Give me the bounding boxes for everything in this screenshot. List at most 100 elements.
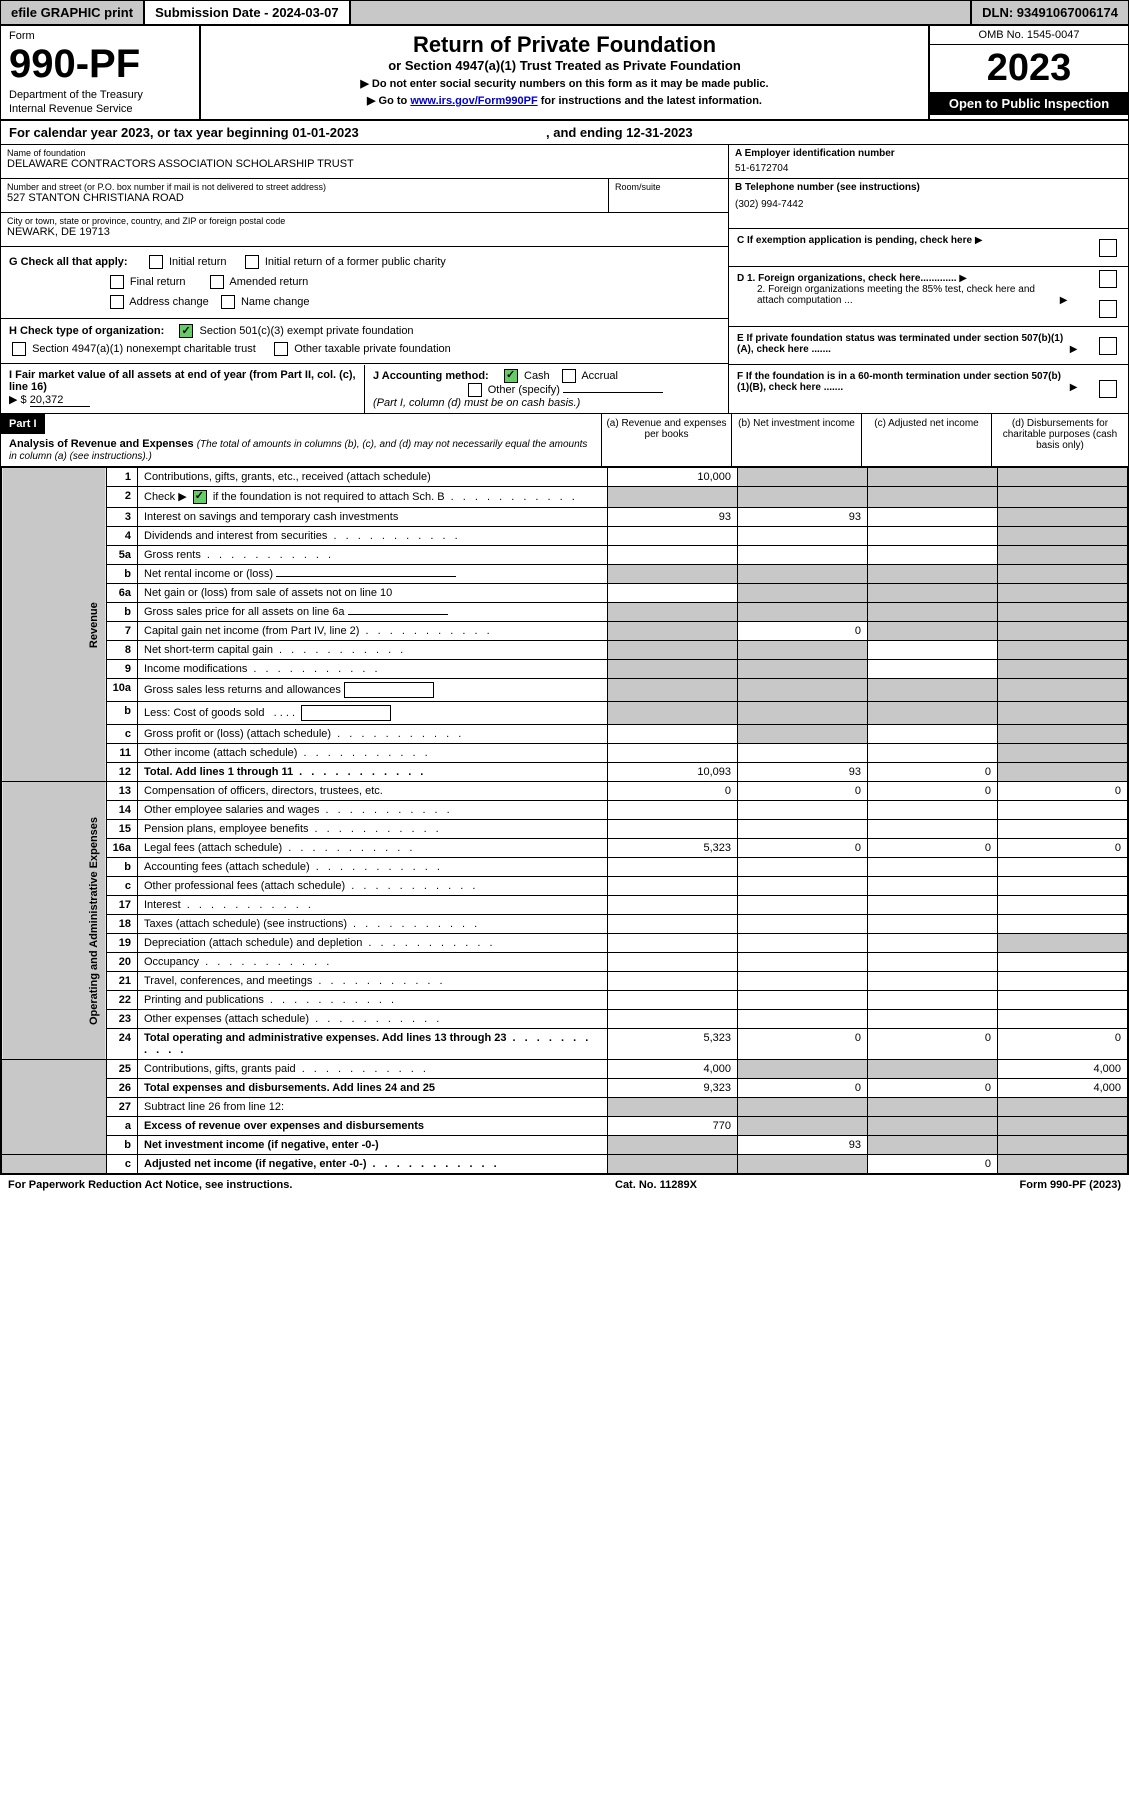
table-row: Revenue 1 Contributions, gifts, grants, … <box>2 468 1128 487</box>
table-row: bLess: Cost of goods sold . . . . <box>2 702 1128 725</box>
part-1-header: Part I Analysis of Revenue and Expenses … <box>1 414 1128 467</box>
g-opt-3: Amended return <box>229 276 308 288</box>
g-opt-1: Initial return of a former public charit… <box>265 256 446 268</box>
g-label: G Check all that apply: <box>9 256 128 268</box>
4947a1-checkbox[interactable] <box>12 342 26 356</box>
table-row: 24Total operating and administrative exp… <box>2 1029 1128 1060</box>
fmv-value: 20,372 <box>30 394 90 407</box>
city-state-zip: NEWARK, DE 19713 <box>7 226 722 238</box>
g-opt-0: Initial return <box>169 256 226 268</box>
g-opt-2: Final return <box>130 276 186 288</box>
table-row: 21Travel, conferences, and meetings <box>2 972 1128 991</box>
expenses-label: Operating and Administrative Expenses <box>2 782 107 1060</box>
table-row: 23Other expenses (attach schedule) <box>2 1010 1128 1029</box>
omb-number: OMB No. 1545-0047 <box>930 26 1128 45</box>
footer-right: Form 990-PF (2023) <box>1020 1179 1121 1191</box>
table-row: bNet rental income or (loss) <box>2 565 1128 584</box>
table-row: bGross sales price for all assets on lin… <box>2 603 1128 622</box>
foundation-info: Name of foundation DELAWARE CONTRACTORS … <box>1 145 1128 365</box>
revenue-label: Revenue <box>2 468 107 782</box>
table-row: 18Taxes (attach schedule) (see instructi… <box>2 915 1128 934</box>
name-label: Name of foundation <box>7 148 722 158</box>
foreign-org-checkbox[interactable] <box>1099 270 1117 288</box>
table-row: 3Interest on savings and temporary cash … <box>2 508 1128 527</box>
table-row: bNet investment income (if negative, ent… <box>2 1136 1128 1155</box>
h-opt-2: Other taxable private foundation <box>294 343 451 355</box>
501c3-checkbox[interactable] <box>179 324 193 338</box>
initial-return-checkbox[interactable] <box>149 255 163 269</box>
table-row: Operating and Administrative Expenses 13… <box>2 782 1128 801</box>
status-terminated-checkbox[interactable] <box>1099 337 1117 355</box>
table-row: cOther professional fees (attach schedul… <box>2 877 1128 896</box>
tax-year: 2023 <box>930 45 1128 92</box>
col-d-header: (d) Disbursements for charitable purpose… <box>991 414 1128 466</box>
open-public: Open to Public Inspection <box>930 92 1128 115</box>
instr2-post: for instructions and the latest informat… <box>538 95 762 107</box>
submission-date: Submission Date - 2024-03-07 <box>145 1 351 24</box>
table-row: bAccounting fees (attach schedule) <box>2 858 1128 877</box>
phone-label: B Telephone number (see instructions) <box>735 182 1122 193</box>
table-row: cGross profit or (loss) (attach schedule… <box>2 725 1128 744</box>
cal-year-begin: For calendar year 2023, or tax year begi… <box>9 125 359 140</box>
phone-value: (302) 994-7442 <box>735 199 1122 210</box>
table-row: 20Occupancy <box>2 953 1128 972</box>
table-row: 9Income modifications <box>2 660 1128 679</box>
table-row: 16aLegal fees (attach schedule)5,323000 <box>2 839 1128 858</box>
col-b-header: (b) Net investment income <box>731 414 861 466</box>
j-note: (Part I, column (d) must be on cash basi… <box>373 397 580 409</box>
final-return-checkbox[interactable] <box>110 275 124 289</box>
form-subtitle: or Section 4947(a)(1) Trust Treated as P… <box>221 58 908 73</box>
other-method-checkbox[interactable] <box>468 383 482 397</box>
col-c-header: (c) Adjusted net income <box>861 414 991 466</box>
street-address: 527 STANTON CHRISTIANA ROAD <box>7 192 602 204</box>
d2-label: 2. Foreign organizations meeting the 85%… <box>737 284 1057 306</box>
table-row: 7Capital gain net income (from Part IV, … <box>2 622 1128 641</box>
col-a-header: (a) Revenue and expenses per books <box>601 414 731 466</box>
schb-checkbox[interactable] <box>193 490 207 504</box>
foreign-85-checkbox[interactable] <box>1099 300 1117 318</box>
name-change-checkbox[interactable] <box>221 295 235 309</box>
section-g: G Check all that apply: Initial return I… <box>1 247 728 319</box>
section-h: H Check type of organization: Section 50… <box>1 319 728 363</box>
table-row: 25Contributions, gifts, grants paid4,000… <box>2 1060 1128 1079</box>
revenue-expense-table: Revenue 1 Contributions, gifts, grants, … <box>1 467 1128 1174</box>
h-label: H Check type of organization: <box>9 325 164 337</box>
h-opt-1: Section 4947(a)(1) nonexempt charitable … <box>32 343 256 355</box>
table-row: 14Other employee salaries and wages <box>2 801 1128 820</box>
g-opt-4: Address change <box>129 296 209 308</box>
part1-label: Part I <box>1 414 45 434</box>
other-taxable-checkbox[interactable] <box>274 342 288 356</box>
top-bar: efile GRAPHIC print Submission Date - 20… <box>1 1 1128 26</box>
ein-value: 51-6172704 <box>735 163 1122 174</box>
cal-year-end: , and ending 12-31-2023 <box>546 125 693 140</box>
j-accrual: Accrual <box>581 370 618 382</box>
table-row: 17Interest <box>2 896 1128 915</box>
page-footer: For Paperwork Reduction Act Notice, see … <box>0 1175 1129 1195</box>
exemption-pending-checkbox[interactable] <box>1099 239 1117 257</box>
table-row: 2 Check ▶ if the foundation is not requi… <box>2 487 1128 508</box>
cash-checkbox[interactable] <box>504 369 518 383</box>
j-cash: Cash <box>524 370 550 382</box>
ein-label: A Employer identification number <box>735 148 1122 159</box>
j-other: Other (specify) <box>488 384 560 396</box>
irs-label: Internal Revenue Service <box>9 103 191 115</box>
part1-title: Analysis of Revenue and Expenses <box>9 438 194 450</box>
g-opt-5: Name change <box>241 296 310 308</box>
table-row: 15Pension plans, employee benefits <box>2 820 1128 839</box>
instruction-2: ▶ Go to www.irs.gov/Form990PF for instru… <box>221 94 908 107</box>
table-row: cAdjusted net income (if negative, enter… <box>2 1155 1128 1174</box>
address-change-checkbox[interactable] <box>110 295 124 309</box>
amended-return-checkbox[interactable] <box>210 275 224 289</box>
c-label: C If exemption application is pending, c… <box>737 235 972 246</box>
table-row: 22Printing and publications <box>2 991 1128 1010</box>
dept-treasury: Department of the Treasury <box>9 89 191 101</box>
h-opt-0: Section 501(c)(3) exempt private foundat… <box>200 325 414 337</box>
initial-former-checkbox[interactable] <box>245 255 259 269</box>
efile-label[interactable]: efile GRAPHIC print <box>1 1 145 24</box>
60-month-checkbox[interactable] <box>1099 380 1117 398</box>
form-number: 990-PF <box>9 42 191 87</box>
city-label: City or town, state or province, country… <box>7 216 722 226</box>
irs-link[interactable]: www.irs.gov/Form990PF <box>410 95 537 107</box>
dln: DLN: 93491067006174 <box>970 1 1128 24</box>
accrual-checkbox[interactable] <box>562 369 576 383</box>
